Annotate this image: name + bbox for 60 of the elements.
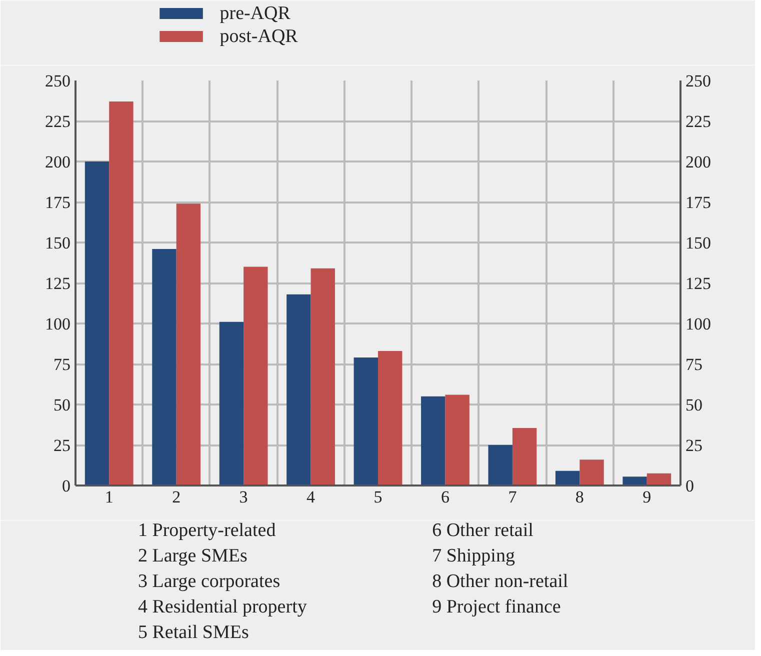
x-tick-label: 2 bbox=[172, 488, 181, 506]
y2-tick-label: 100 bbox=[686, 314, 711, 334]
y-tick-label: 25 bbox=[54, 436, 70, 455]
bar bbox=[310, 268, 335, 486]
y2-tick-label: 50 bbox=[686, 396, 702, 414]
x-tick-label: 7 bbox=[508, 488, 518, 506]
bar bbox=[244, 266, 268, 486]
legend-label: post-AQR bbox=[220, 26, 298, 47]
text: 4 Residential property bbox=[138, 596, 308, 618]
text: 7 Shipping bbox=[432, 546, 516, 566]
text: 6 Other retail bbox=[432, 520, 534, 541]
y-tick-label: 175 bbox=[45, 193, 70, 212]
y-tick-label: 0 bbox=[62, 476, 70, 496]
bar bbox=[555, 470, 580, 486]
y2-tick-label: 75 bbox=[686, 355, 702, 374]
bar bbox=[622, 476, 647, 486]
text: 8 Other non-retail bbox=[432, 571, 568, 592]
y-tick-label: 125 bbox=[45, 274, 70, 293]
x-tick-label: 5 bbox=[374, 488, 382, 506]
x-tick-label: 1 bbox=[104, 488, 114, 506]
x-tick-label: 9 bbox=[642, 488, 652, 506]
x-tick-label: 3 bbox=[239, 488, 248, 506]
bar bbox=[354, 358, 378, 486]
y-tick-label: 100 bbox=[45, 314, 70, 334]
bar bbox=[445, 394, 470, 486]
y-tick-label: 150 bbox=[45, 234, 70, 252]
y2-tick-label: 0 bbox=[686, 476, 694, 496]
y-tick-label: 225 bbox=[45, 112, 70, 131]
text: 2 Large SMEs bbox=[138, 546, 248, 566]
bar bbox=[219, 322, 244, 486]
legend-label: pre-AQR bbox=[220, 3, 291, 24]
bar bbox=[109, 102, 134, 486]
bar bbox=[286, 294, 311, 486]
bar bbox=[176, 204, 201, 486]
y-tick-label: 250 bbox=[45, 72, 70, 90]
x-tick-label: 6 bbox=[440, 488, 450, 506]
y2-tick-label: 175 bbox=[686, 193, 711, 212]
bar bbox=[580, 460, 604, 486]
y2-tick-label: 200 bbox=[686, 152, 711, 172]
y-tick-label: 75 bbox=[54, 355, 70, 374]
bar bbox=[512, 428, 537, 486]
y2-tick-label: 125 bbox=[686, 274, 711, 293]
y2-tick-label: 150 bbox=[686, 234, 711, 252]
bar bbox=[488, 445, 512, 486]
text: 3 Large corporates bbox=[138, 571, 280, 592]
y-tick-label: 50 bbox=[54, 396, 70, 414]
text: 9 Project finance bbox=[432, 596, 561, 618]
y2-tick-label: 250 bbox=[686, 72, 711, 90]
y-tick-label: 200 bbox=[45, 152, 70, 172]
text: 1 Property-related bbox=[138, 520, 276, 541]
text: 5 Retail SMEs bbox=[138, 622, 249, 643]
bar bbox=[646, 473, 672, 486]
x-tick-label: 8 bbox=[575, 488, 584, 506]
bar bbox=[421, 396, 446, 486]
bar bbox=[378, 351, 402, 486]
x-tick-label: 4 bbox=[306, 488, 316, 506]
bar bbox=[84, 162, 110, 486]
bar bbox=[152, 248, 176, 486]
y2-tick-label: 25 bbox=[686, 436, 702, 455]
y2-tick-label: 225 bbox=[686, 112, 711, 131]
